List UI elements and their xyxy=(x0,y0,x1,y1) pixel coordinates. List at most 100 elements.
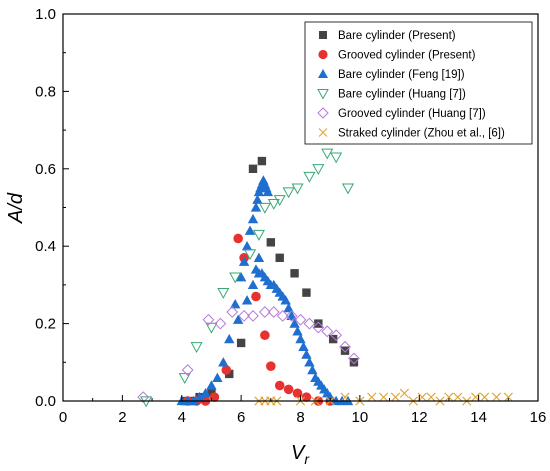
data-point xyxy=(282,187,295,199)
data-point xyxy=(274,380,285,391)
legend-label: Bare cylinder (Feng [19]) xyxy=(338,69,465,81)
data-point xyxy=(229,299,241,309)
data-point xyxy=(224,333,235,344)
data-point xyxy=(349,358,359,367)
data-point xyxy=(206,380,217,390)
y-tick-label: 0.0 xyxy=(35,393,56,410)
legend-label: Bare cylinder (Present) xyxy=(338,30,456,42)
data-point xyxy=(233,233,243,244)
series-2-points xyxy=(176,175,354,406)
data-point xyxy=(207,389,216,398)
data-point xyxy=(266,238,276,247)
data-point xyxy=(503,392,513,402)
data-point xyxy=(257,156,267,166)
data-point xyxy=(205,322,218,334)
data-point xyxy=(241,241,253,251)
data-point xyxy=(236,338,246,348)
data-point xyxy=(321,325,334,338)
data-point xyxy=(491,392,502,402)
legend-box xyxy=(304,21,533,145)
data-point xyxy=(301,392,312,402)
data-point xyxy=(330,329,343,342)
data-point xyxy=(217,287,230,299)
data-point xyxy=(292,388,303,399)
data-point xyxy=(267,198,280,210)
legend-marker xyxy=(318,128,328,137)
data-point xyxy=(301,349,312,359)
data-point xyxy=(238,256,250,266)
data-point xyxy=(238,309,251,322)
data-point xyxy=(212,372,223,382)
data-point xyxy=(200,388,211,398)
data-point xyxy=(251,291,261,302)
series-3-points xyxy=(140,148,355,408)
x-tick-label: 14 xyxy=(470,409,487,426)
y-tick-label: 0.8 xyxy=(35,83,56,100)
data-point xyxy=(253,252,265,262)
data-point xyxy=(283,384,294,395)
y-tick-label: 1.0 xyxy=(35,6,56,23)
data-point xyxy=(285,309,298,322)
data-point xyxy=(312,321,325,334)
x-axis-title: Vr xyxy=(291,442,310,467)
legend-label: Grooved cylinder (Present) xyxy=(338,50,476,62)
data-point xyxy=(178,373,191,385)
data-point xyxy=(298,341,309,351)
data-point xyxy=(232,314,244,324)
data-point xyxy=(294,313,307,326)
data-point xyxy=(258,202,271,214)
data-point xyxy=(444,392,454,402)
legend-marker xyxy=(317,107,329,119)
data-point xyxy=(202,313,215,326)
data-point xyxy=(290,269,299,278)
data-point xyxy=(303,171,316,183)
data-point xyxy=(252,229,265,241)
data-point xyxy=(367,392,377,402)
x-tick-label: 0 xyxy=(59,409,67,426)
data-point xyxy=(348,352,360,365)
data-point xyxy=(340,392,350,402)
data-point xyxy=(190,342,203,354)
y-tick-label: 0.2 xyxy=(35,316,56,333)
data-point xyxy=(379,392,389,402)
legend-label: Grooved cylinder (Huang [7]) xyxy=(338,108,486,120)
data-point xyxy=(258,306,271,318)
data-point xyxy=(307,364,318,375)
legend-marker xyxy=(318,49,328,60)
data-point xyxy=(218,357,229,367)
data-point xyxy=(250,264,262,274)
x-axis-title-subscript: r xyxy=(304,451,310,467)
data-point xyxy=(286,310,297,321)
legend-marker xyxy=(319,31,327,39)
data-point xyxy=(262,186,274,197)
data-point xyxy=(280,295,291,305)
legend-label: Straked cylinder (Zhou et al., [6]) xyxy=(338,128,505,140)
data-point xyxy=(275,253,284,263)
data-point xyxy=(194,391,205,402)
y-tick-label: 0.4 xyxy=(35,238,56,255)
data-point xyxy=(304,357,315,367)
data-point xyxy=(247,213,259,224)
x-tick-label: 6 xyxy=(237,409,245,426)
data-point xyxy=(267,306,280,318)
data-point xyxy=(248,164,258,173)
data-point xyxy=(426,392,436,402)
legend-marker xyxy=(317,89,329,100)
x-tick-label: 10 xyxy=(352,409,369,426)
x-tick-label: 4 xyxy=(178,409,186,426)
y-tick-label: 0.6 xyxy=(35,161,56,178)
data-point xyxy=(283,302,294,313)
data-point xyxy=(235,271,247,282)
legend-label: Bare cylinder (Huang [7]) xyxy=(338,89,466,101)
data-point xyxy=(303,317,316,330)
data-point xyxy=(226,306,239,318)
x-axis-title-main: V xyxy=(291,442,306,464)
legend-marker xyxy=(318,69,328,78)
series-4-points xyxy=(137,306,360,404)
data-point xyxy=(399,388,409,398)
data-point xyxy=(225,369,234,379)
data-point xyxy=(252,194,263,204)
data-point xyxy=(221,365,232,375)
